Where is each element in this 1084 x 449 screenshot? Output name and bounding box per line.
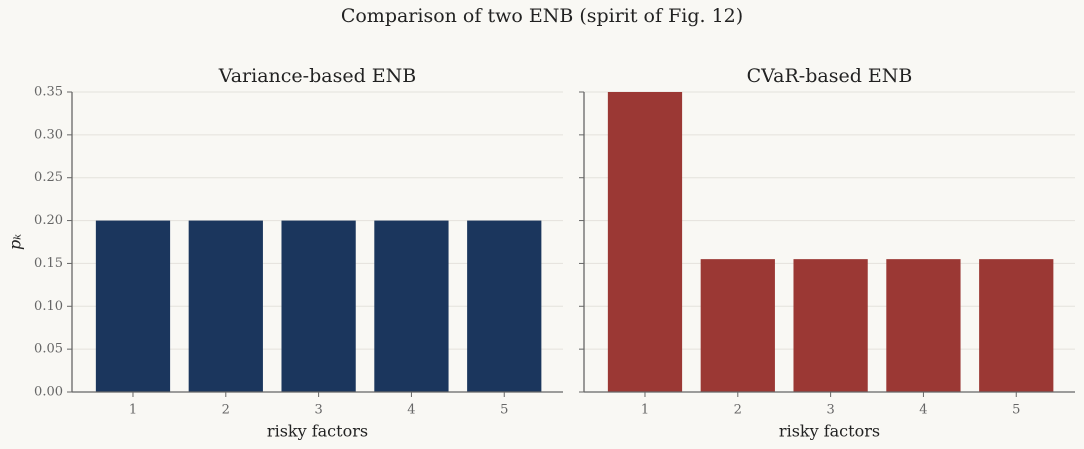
- y-tick-label: 0.15: [34, 256, 63, 271]
- subplot-title: CVaR-based ENB: [747, 65, 913, 87]
- bar: [95, 220, 171, 392]
- bar: [467, 220, 542, 392]
- figure-title: Comparison of two ENB (spirit of Fig. 12…: [341, 5, 743, 27]
- x-tick-label: 2: [734, 403, 742, 418]
- bar: [979, 259, 1054, 392]
- y-tick-label: 0.00: [34, 385, 63, 400]
- bar: [188, 220, 263, 392]
- bar: [607, 92, 683, 392]
- x-tick-label: 5: [1012, 403, 1020, 418]
- bar: [374, 220, 449, 392]
- y-tick-label: 0.35: [34, 85, 63, 100]
- x-axis-label: risky factors: [779, 422, 880, 441]
- x-axis-label: risky factors: [267, 422, 368, 441]
- x-tick-label: 1: [641, 403, 649, 418]
- bar: [281, 220, 356, 392]
- y-tick-label: 0.25: [34, 170, 63, 185]
- x-tick-label: 4: [407, 403, 415, 418]
- y-tick-label: 0.05: [34, 342, 63, 357]
- y-tick-label: 0.10: [34, 299, 63, 314]
- x-tick-label: 5: [500, 403, 508, 418]
- x-tick-label: 3: [314, 403, 322, 418]
- bar: [700, 259, 775, 392]
- y-axis-label: pₖ: [6, 234, 25, 250]
- x-tick-label: 3: [826, 403, 834, 418]
- y-tick-label: 0.30: [34, 127, 63, 142]
- bar: [793, 259, 868, 392]
- subplot-title: Variance-based ENB: [218, 65, 416, 87]
- x-tick-label: 1: [129, 403, 137, 418]
- bar: [886, 259, 961, 392]
- y-tick-label: 0.20: [34, 213, 63, 228]
- x-tick-label: 2: [222, 403, 230, 418]
- x-tick-label: 4: [919, 403, 927, 418]
